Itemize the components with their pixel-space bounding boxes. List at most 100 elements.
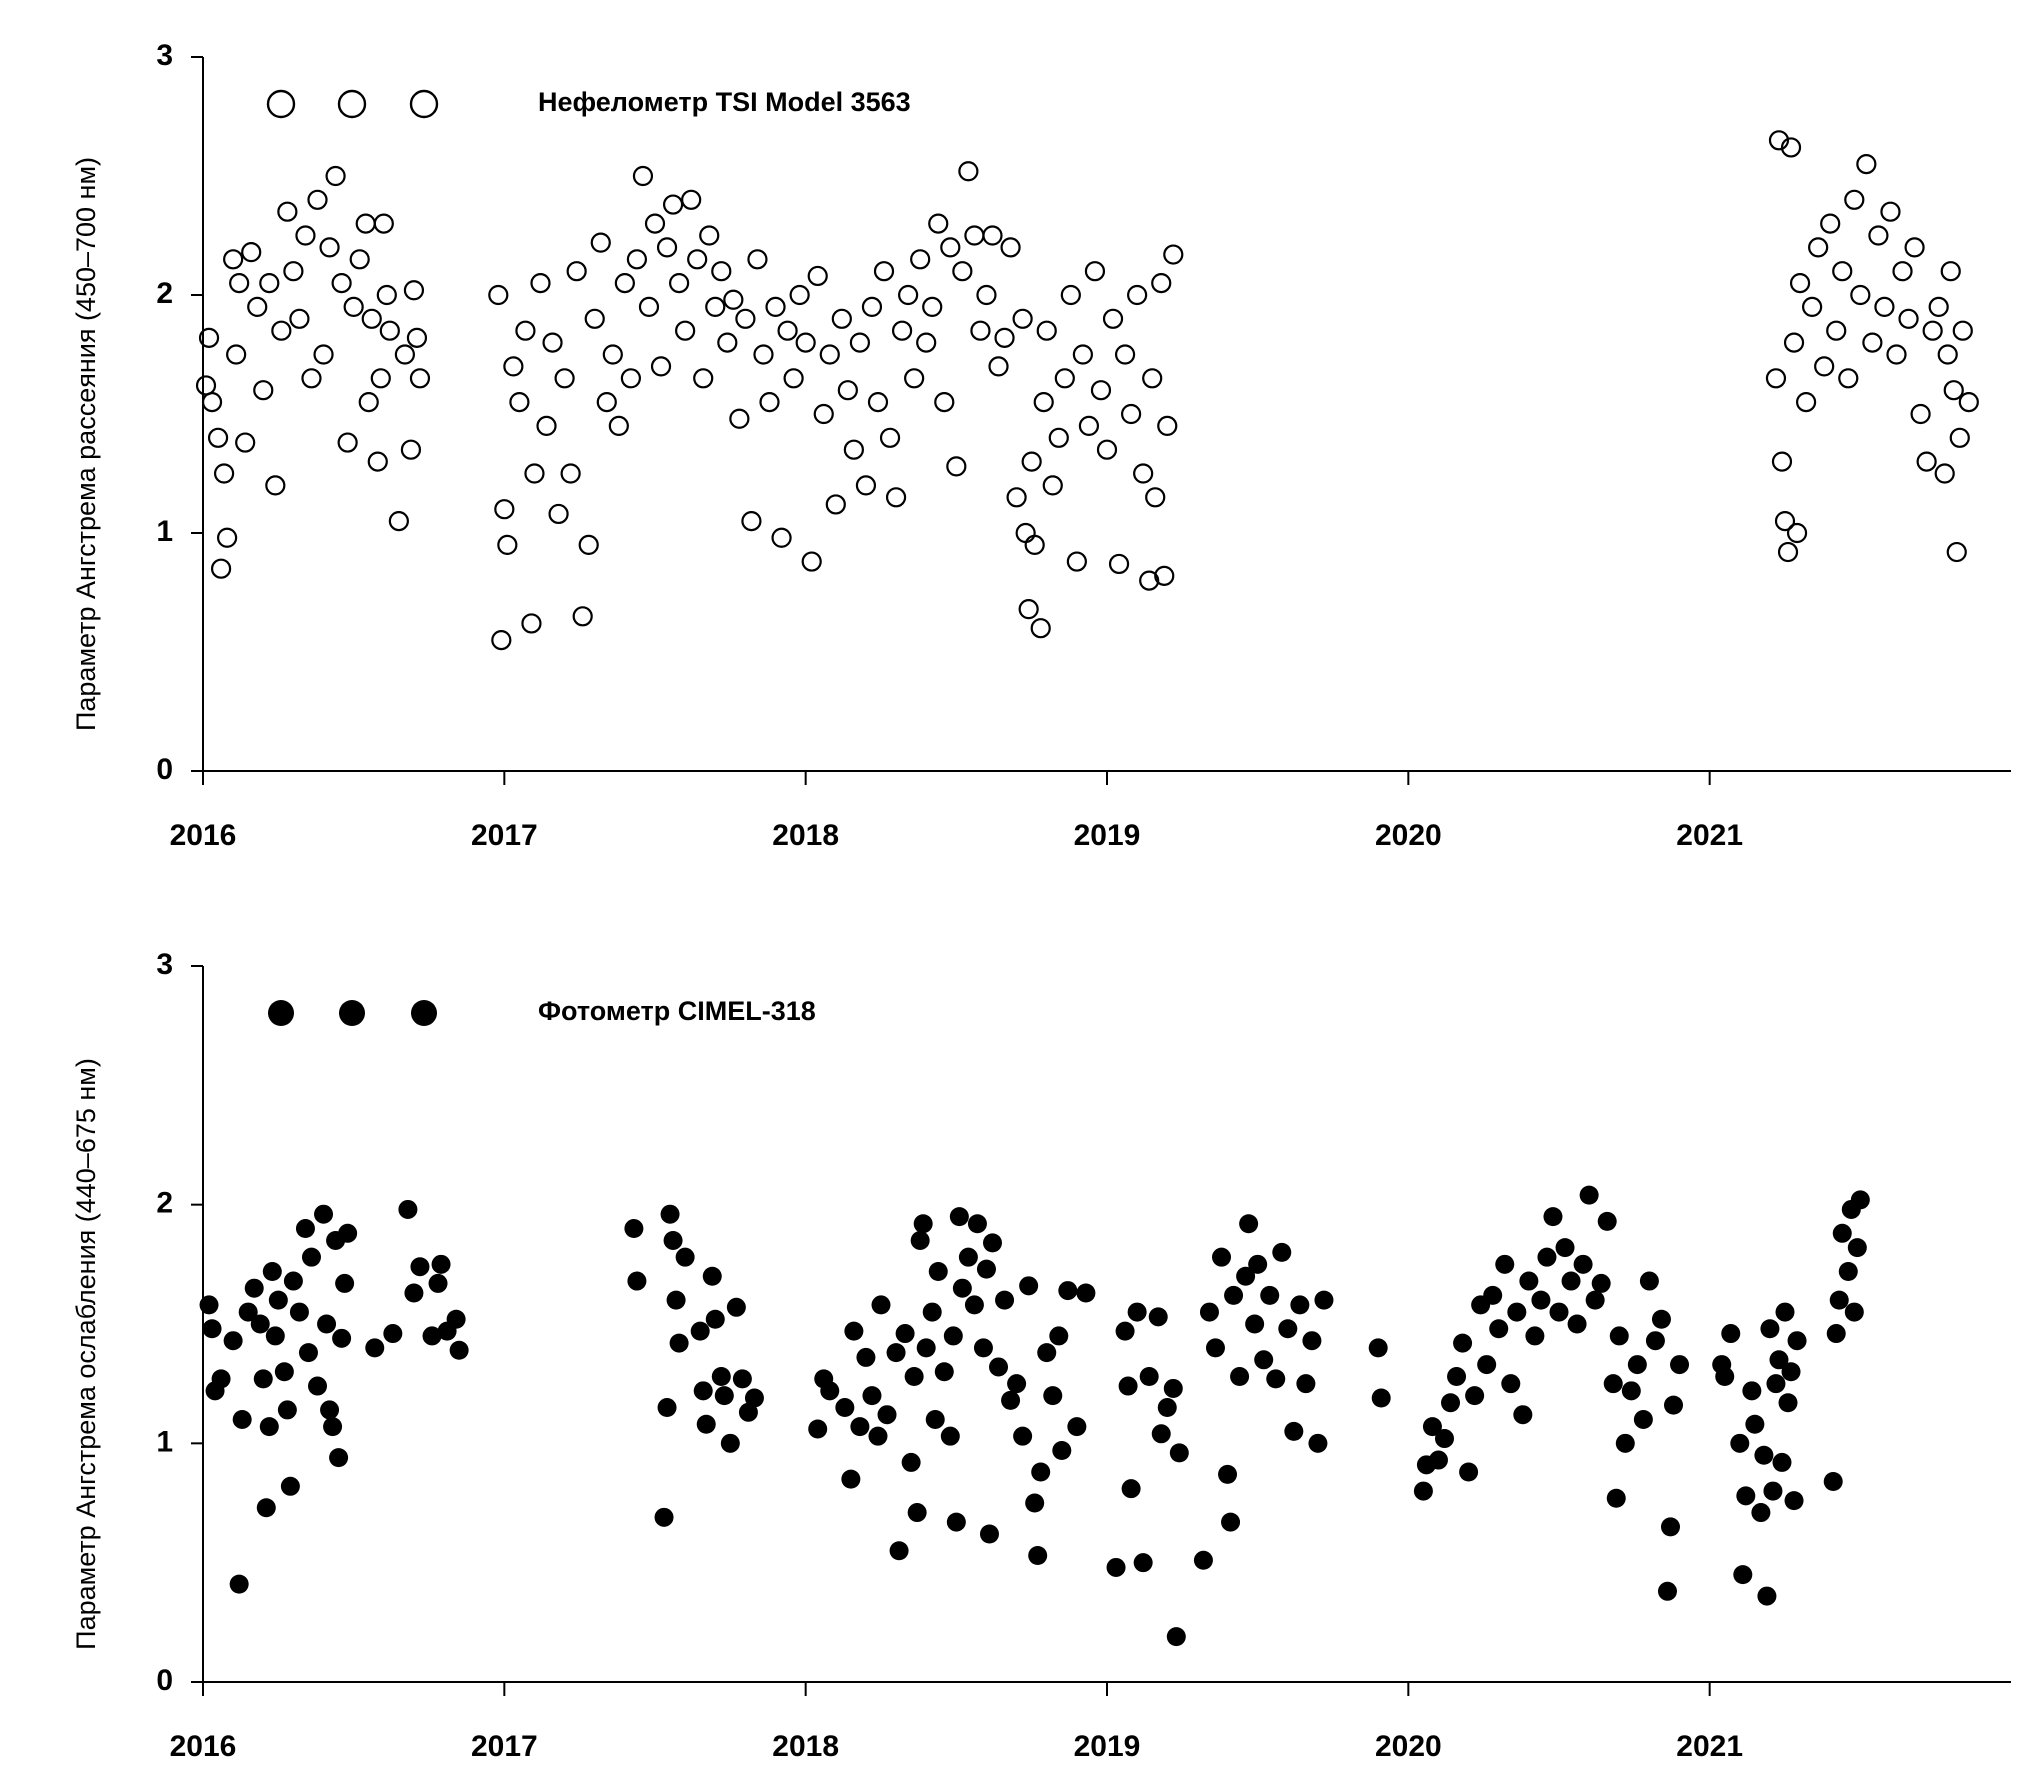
data-point: [705, 1309, 725, 1329]
data-point: [1561, 1271, 1581, 1291]
data-point: [1212, 1247, 1232, 1267]
data-point: [1606, 1488, 1626, 1508]
data-point: [868, 1426, 888, 1446]
data-point: [268, 1290, 288, 1310]
data-point: [329, 1448, 349, 1468]
data-point: [308, 1376, 328, 1396]
data-point: [820, 1381, 840, 1401]
data-point: [1108, 553, 1130, 575]
data-point: [256, 1498, 276, 1518]
data-point: [1078, 415, 1100, 436]
data-point: [934, 392, 955, 413]
data-point: [313, 344, 334, 365]
data-point: [202, 1319, 222, 1339]
data-point: [699, 225, 720, 246]
data-point: [1121, 1479, 1141, 1499]
data-point: [406, 327, 428, 348]
data-point: [271, 320, 292, 341]
data-point: [361, 308, 382, 329]
data-point: [1573, 1254, 1593, 1274]
data-point: [657, 1398, 677, 1418]
data-point: [862, 1386, 882, 1406]
data-point: [1892, 261, 1913, 282]
data-point: [1012, 308, 1033, 329]
data-point: [320, 1400, 340, 1420]
x-tick-label: 2020: [1375, 819, 1442, 852]
data-point: [536, 415, 557, 436]
data-point: [759, 392, 780, 413]
data-point: [835, 1398, 855, 1418]
data-point: [681, 189, 702, 210]
data-point: [1763, 1481, 1783, 1501]
data-point: [771, 527, 792, 548]
data-point: [877, 1405, 897, 1425]
data-point: [560, 463, 581, 484]
data-point: [1054, 368, 1075, 389]
data-point: [976, 284, 997, 306]
data-point: [422, 1326, 442, 1346]
data-point: [1949, 427, 1970, 448]
data-point: [717, 332, 738, 353]
data-point: [530, 273, 551, 294]
y-tick-label: 1: [156, 515, 173, 548]
data-point: [1115, 1321, 1135, 1341]
data-point: [907, 1503, 927, 1523]
data-point: [548, 503, 569, 525]
data-point: [1786, 522, 1808, 544]
data-point: [1868, 225, 1889, 246]
data-point: [925, 1409, 945, 1429]
data-point: [325, 165, 346, 187]
legend-label: Фотометр CIMEL-318: [538, 996, 816, 1026]
data-point: [1651, 1309, 1671, 1329]
data-point: [1021, 451, 1042, 472]
series-points: [195, 130, 1979, 651]
data-point: [1765, 368, 1787, 389]
data-point: [687, 249, 708, 270]
data-point: [1844, 1302, 1864, 1322]
data-point: [1777, 541, 1799, 563]
data-point: [1166, 1627, 1186, 1647]
y-tick-label: 2: [156, 1187, 173, 1220]
data-point: [332, 1328, 352, 1348]
y-tick-label: 3: [156, 948, 173, 981]
data-point: [1290, 1295, 1310, 1315]
x-tick-label: 2017: [471, 1730, 538, 1763]
data-point: [1031, 1462, 1051, 1482]
data-point: [1771, 451, 1793, 472]
data-point: [946, 456, 967, 477]
data-point: [1453, 1333, 1473, 1353]
data-point: [1880, 201, 1901, 222]
data-point: [232, 1409, 252, 1429]
data-point: [1513, 1405, 1533, 1425]
data-point: [638, 296, 660, 317]
data-point: [335, 1273, 355, 1293]
data-point: [295, 225, 316, 246]
data-point: [253, 1369, 273, 1389]
data-point: [1151, 1424, 1171, 1444]
data-point: [1015, 522, 1036, 544]
data-point: [1157, 415, 1178, 436]
data-point: [813, 403, 834, 425]
data-point: [650, 356, 672, 377]
data-point: [1114, 344, 1136, 365]
data-point: [289, 308, 310, 329]
data-point: [663, 1230, 683, 1250]
data-point: [1844, 189, 1865, 210]
data-point: [765, 296, 786, 317]
y-tick-label: 0: [156, 1664, 173, 1697]
data-point: [928, 213, 949, 234]
data-point: [1657, 1581, 1677, 1601]
data-point: [1937, 344, 1958, 365]
data-point: [675, 320, 696, 341]
data-point: [747, 249, 768, 270]
data-point: [885, 487, 907, 508]
data-point: [338, 1223, 358, 1243]
y-tick-label: 2: [156, 277, 173, 310]
data-point: [1670, 1355, 1690, 1375]
data-point: [801, 551, 822, 572]
data-point: [696, 1414, 716, 1434]
data-point: [1067, 1417, 1087, 1437]
data-point: [398, 1199, 418, 1219]
data-point: [1838, 1261, 1858, 1281]
